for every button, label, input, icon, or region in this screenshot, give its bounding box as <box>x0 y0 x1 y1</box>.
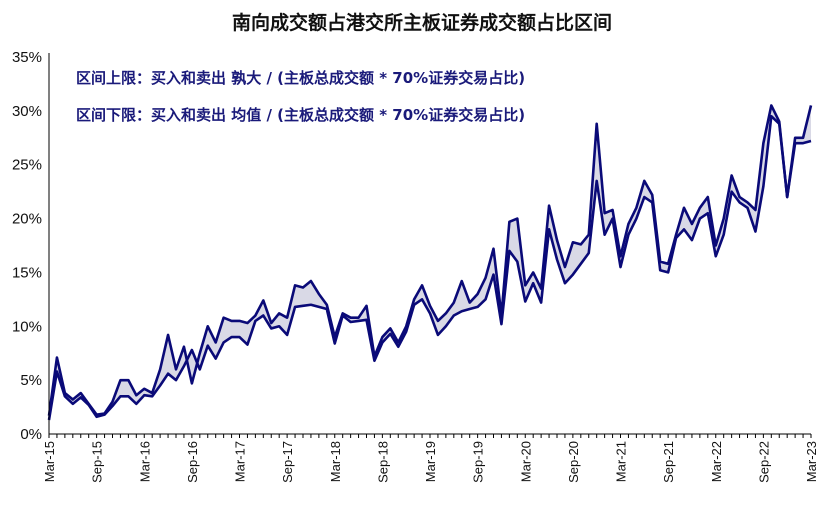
y-tick-label: 5% <box>20 372 42 389</box>
axes <box>48 53 812 438</box>
x-tick-label: Mar-17 <box>233 441 248 482</box>
x-tick-label: Mar-20 <box>518 441 533 482</box>
x-axis-ticks: Mar-15 Sep-15 Mar-16 Sep-16 Mar-17 Sep-17 Mar-… <box>42 441 819 483</box>
x-tick-label: Mar-15 <box>42 441 57 482</box>
y-tick-label: 30% <box>12 103 42 120</box>
x-tick-label: Sep-16 <box>185 441 200 483</box>
range-band <box>49 105 811 420</box>
y-tick-label: 35% <box>12 49 42 66</box>
legend-upper-bound: 区间上限：买入和卖出 孰大 / (主板总成交额 * 70%证券交易占比) <box>76 69 525 87</box>
x-tick-label: Mar-22 <box>709 441 724 482</box>
x-tick-label: Sep-19 <box>471 441 486 483</box>
x-tick-label: Mar-19 <box>423 441 438 482</box>
chart-title: 南向成交额占港交所主板证券成交额占比区间 <box>232 11 612 34</box>
x-tick-label: Mar-23 <box>804 441 819 482</box>
y-tick-label: 10% <box>12 318 42 335</box>
x-tick-label: Mar-16 <box>137 441 152 482</box>
x-tick-label: Sep-15 <box>90 441 105 483</box>
x-tick-label: Sep-18 <box>375 441 390 483</box>
y-tick-label: 0% <box>20 426 42 443</box>
x-tick-label: Sep-22 <box>756 441 771 483</box>
series-line-lower <box>47 114 812 421</box>
legend-lower-bound: 区间下限：买入和卖出 均值 / (主板总成交额 * 70%证券交易占比) <box>76 106 525 124</box>
x-tick-label: Sep-21 <box>661 441 676 483</box>
x-tick-label: Mar-18 <box>328 441 343 482</box>
y-tick-label: 15% <box>12 264 42 281</box>
y-tick-label: 20% <box>12 211 42 228</box>
y-axis-ticks: 0% 5% 10% 15% 20% 25% 30% 35% <box>12 49 42 443</box>
series-line-upper <box>47 104 813 416</box>
x-tick-label: Sep-20 <box>566 441 581 483</box>
range-band-layer <box>49 105 811 420</box>
x-tick-label: Sep-17 <box>280 441 295 483</box>
series-line-layer <box>47 104 813 421</box>
x-tick-label: Mar-21 <box>614 441 629 482</box>
y-tick-label: 25% <box>12 157 42 174</box>
